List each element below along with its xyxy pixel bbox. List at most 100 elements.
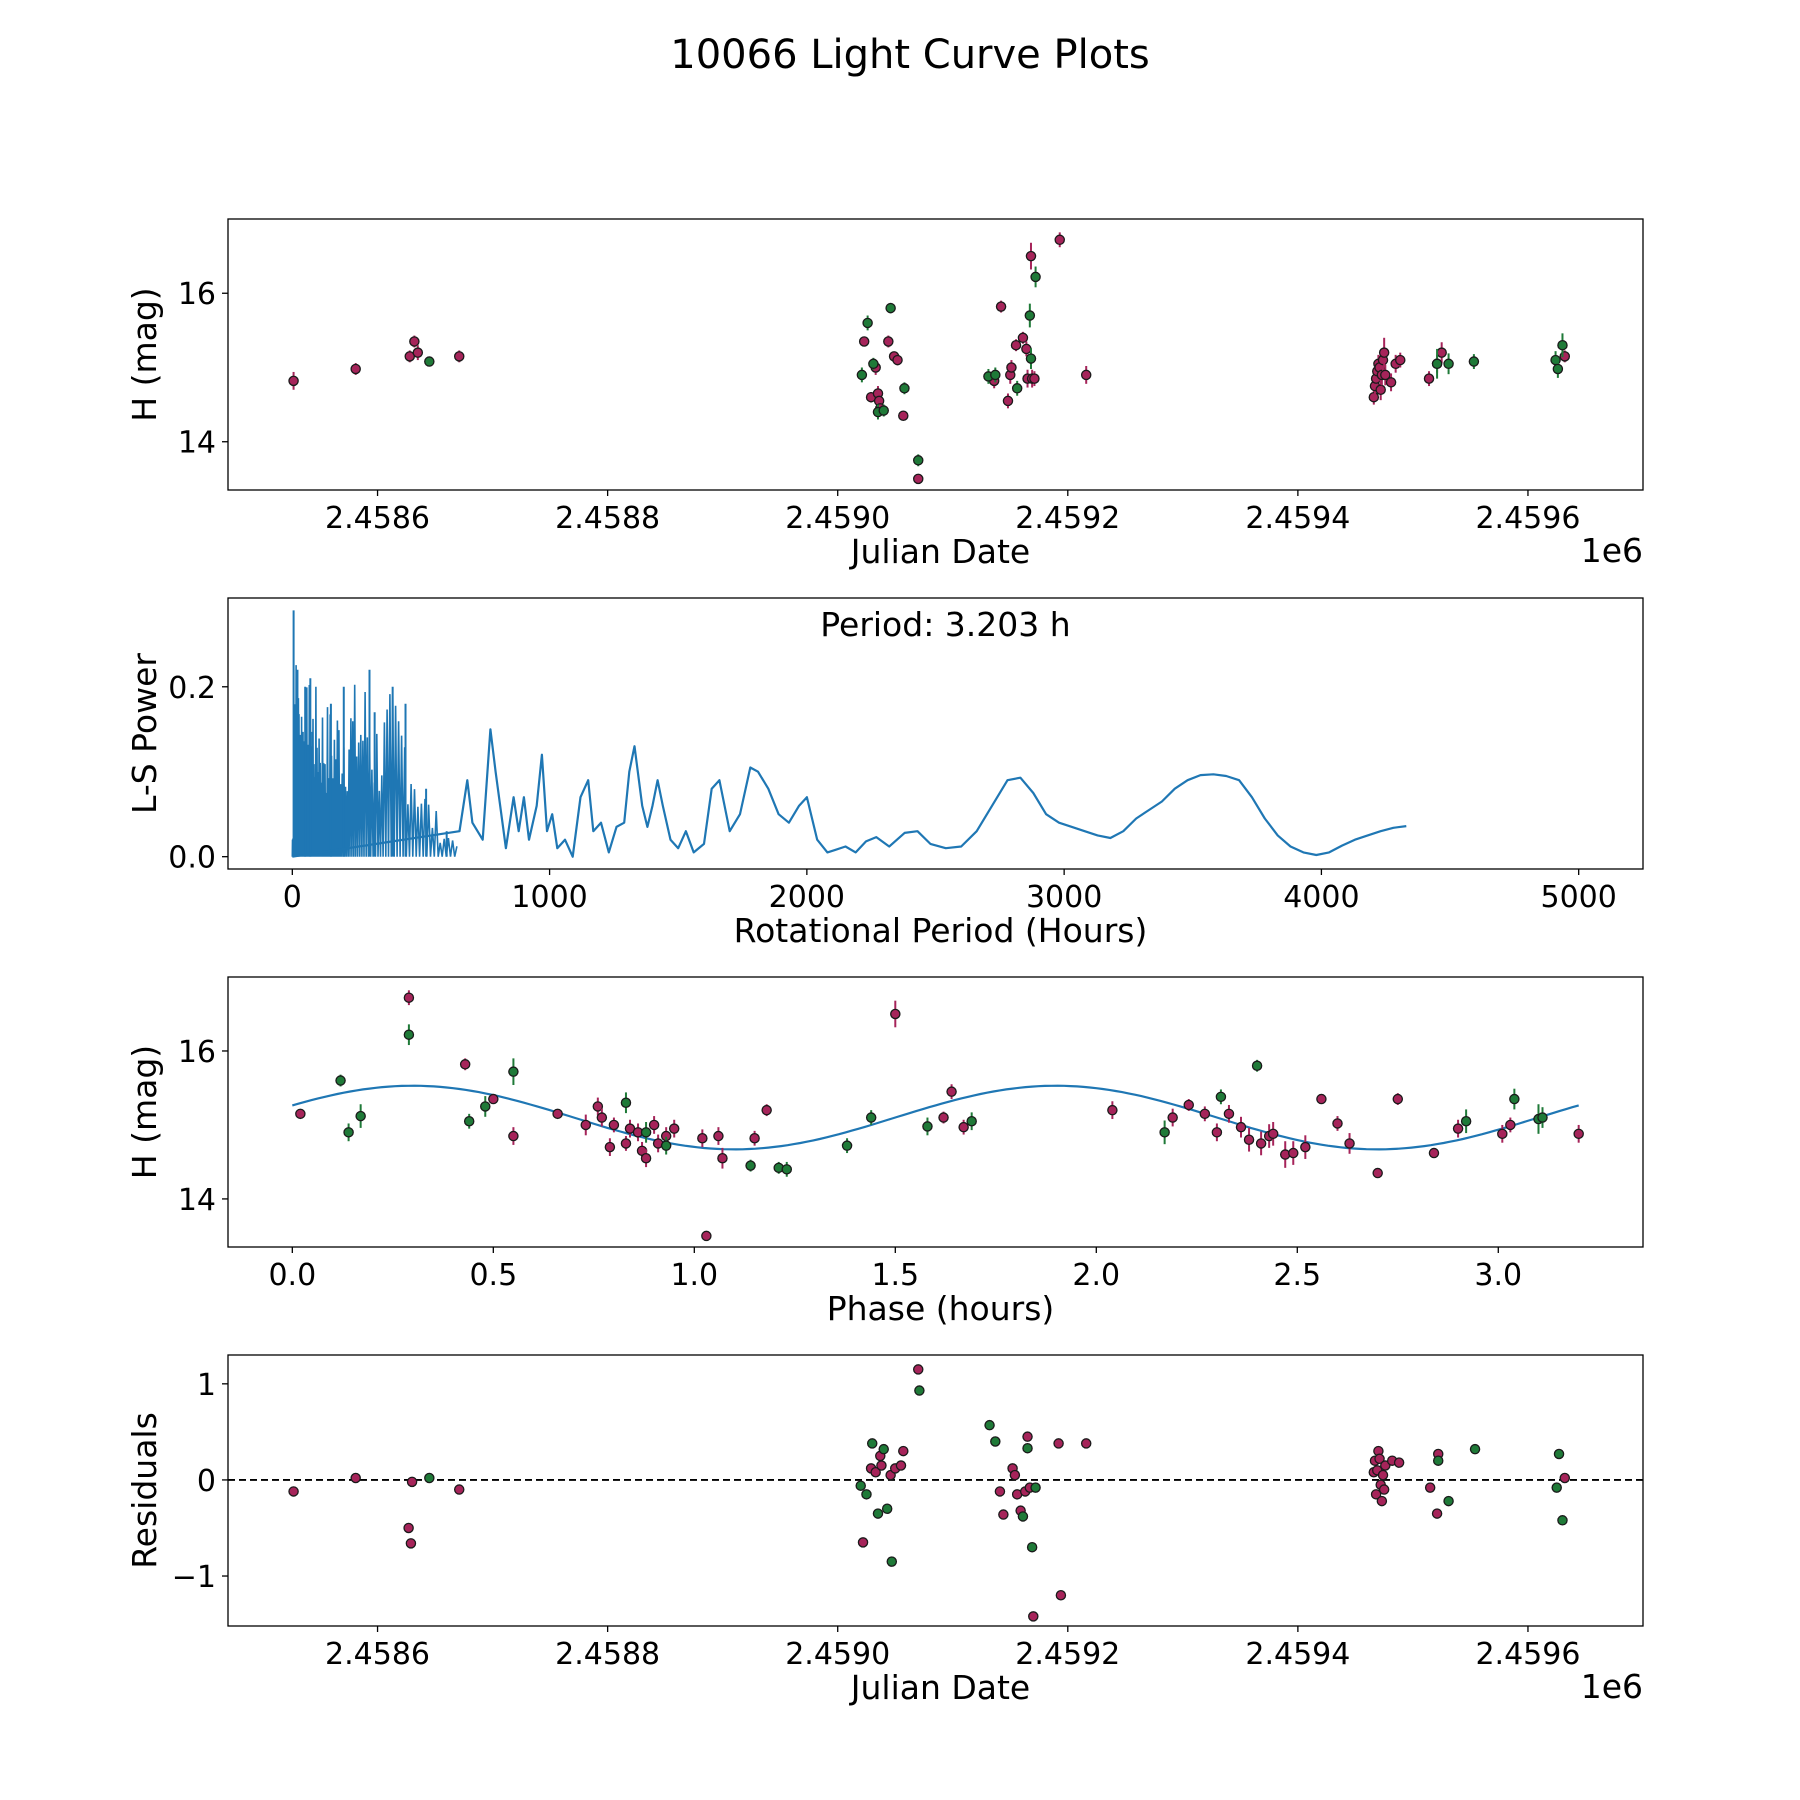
- data-point: [1030, 271, 1041, 283]
- data-point: [994, 1486, 1006, 1497]
- data-point: [1107, 1104, 1118, 1116]
- lightcurve-x-offset: 1e6: [1581, 531, 1643, 570]
- data-point: [1395, 354, 1406, 366]
- data-point: [912, 1364, 924, 1375]
- data-point: [412, 347, 424, 358]
- data-point: [508, 1066, 519, 1077]
- data-point: [1573, 1128, 1584, 1140]
- data-point: [898, 1445, 909, 1457]
- data-point: [1235, 1121, 1247, 1133]
- data-point: [890, 1008, 901, 1020]
- x-tick-label: 4000: [1283, 880, 1359, 915]
- phase-points: [292, 990, 1584, 1242]
- x-tick-label: 2.5: [1273, 1258, 1321, 1293]
- y-tick-label: 16: [178, 277, 216, 312]
- data-point: [1300, 1141, 1311, 1153]
- x-tick-label: 2.4588: [555, 1637, 660, 1672]
- data-point: [1017, 332, 1029, 344]
- data-point: [717, 1152, 728, 1164]
- data-point: [1377, 1469, 1389, 1481]
- data-point: [1431, 1508, 1443, 1519]
- data-point: [288, 375, 299, 387]
- period-annotation: Period: 3.203 h: [820, 605, 1070, 644]
- data-point: [878, 405, 889, 416]
- data-point: [881, 1503, 893, 1515]
- data-point: [1053, 1438, 1064, 1449]
- x-tick-label: 2.4590: [785, 501, 890, 536]
- data-point: [335, 1075, 346, 1086]
- data-point: [922, 1121, 933, 1132]
- data-point: [463, 1115, 475, 1127]
- data-point: [640, 1152, 652, 1164]
- data-point: [1497, 1128, 1508, 1140]
- data-point: [701, 1230, 712, 1242]
- x-tick-label: 2.0: [1072, 1258, 1120, 1293]
- x-tick-label: 2.4594: [1245, 501, 1350, 536]
- data-point: [1557, 1515, 1568, 1526]
- data-point: [872, 1508, 884, 1519]
- data-point: [1251, 1060, 1263, 1072]
- data-point: [1552, 363, 1564, 375]
- data-point: [1022, 1431, 1033, 1442]
- x-tick-label: 3000: [1026, 880, 1102, 915]
- data-point: [1017, 1511, 1029, 1522]
- data-point: [480, 1101, 491, 1112]
- x-tick-label: 1000: [511, 880, 587, 915]
- data-point: [295, 1108, 306, 1120]
- data-point: [895, 1460, 907, 1471]
- data-point: [1267, 1128, 1279, 1140]
- data-point: [343, 1127, 354, 1138]
- data-point: [958, 1121, 969, 1133]
- data-point: [1423, 373, 1435, 384]
- lightcurve-xlabel: Julian Date: [849, 532, 1031, 571]
- data-point: [1167, 1112, 1178, 1123]
- data-point: [912, 455, 924, 466]
- y-tick-label: 1: [197, 1368, 216, 1403]
- data-point: [761, 1104, 772, 1116]
- data-point: [403, 1029, 415, 1040]
- x-tick-label: 2.4596: [1475, 1637, 1580, 1672]
- data-point: [1199, 1108, 1211, 1120]
- data-point: [620, 1097, 632, 1109]
- phase-ylabel: H (mag): [125, 1045, 164, 1179]
- data-point: [1424, 1482, 1436, 1493]
- data-point: [1436, 347, 1447, 358]
- data-point: [1376, 1495, 1388, 1507]
- data-point: [1509, 1093, 1520, 1105]
- y-tick-label: 0: [197, 1464, 216, 1499]
- data-point: [488, 1093, 499, 1105]
- data-point: [1026, 1541, 1038, 1553]
- data-point: [995, 301, 1007, 312]
- residuals-xlabel: Julian Date: [849, 1668, 1031, 1707]
- periodogram-ylabel: L-S Power: [125, 653, 164, 814]
- data-point: [668, 1123, 680, 1134]
- data-point: [697, 1133, 708, 1144]
- residuals-ylabel: Residuals: [125, 1412, 164, 1569]
- data-point: [855, 1480, 866, 1491]
- y-tick-label: 14: [178, 1183, 216, 1218]
- data-point: [1385, 377, 1397, 388]
- data-point: [1332, 1118, 1343, 1129]
- data-point: [856, 369, 868, 381]
- data-point: [1537, 1112, 1548, 1123]
- y-tick-label: −1: [172, 1560, 216, 1595]
- y-tick-label: 16: [178, 1035, 216, 1070]
- data-point: [1443, 358, 1454, 370]
- data-point: [459, 1059, 471, 1070]
- data-point: [1255, 1138, 1267, 1149]
- x-tick-label: 2.4586: [325, 501, 430, 536]
- data-point: [865, 1112, 877, 1123]
- data-point: [620, 1138, 632, 1149]
- data-point: [1557, 339, 1568, 351]
- data-point: [1468, 356, 1480, 367]
- data-point: [1559, 1472, 1571, 1484]
- data-point: [1080, 1438, 1092, 1449]
- residuals-ticks: 2.4586 2.4588 2.4590 2.4592 2.4594 2.4596 −1 0 1: [172, 1368, 1581, 1672]
- periodogram-dense-band: [291, 665, 458, 857]
- data-point: [1006, 362, 1017, 373]
- data-point: [892, 354, 903, 366]
- x-tick-label: 2.4590: [785, 1637, 890, 1672]
- data-point: [861, 1489, 872, 1500]
